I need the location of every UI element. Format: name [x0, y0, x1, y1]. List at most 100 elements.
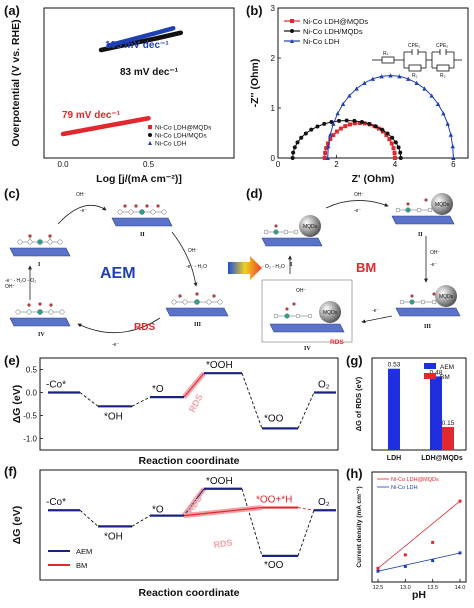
connector-line	[241, 373, 263, 429]
nyquist-series-b	[290, 73, 456, 160]
data-point	[347, 93, 352, 98]
step-label: OH⁻	[5, 284, 16, 290]
step-label: -e⁻	[354, 208, 361, 214]
data-point	[390, 135, 395, 140]
legend-h: Ni-Co LDH@MQDs Ni-Co LDH	[377, 477, 439, 491]
step-label: -e⁻	[430, 262, 437, 268]
circuit-label: R₁	[412, 73, 418, 79]
bar-value-label: 0.15	[442, 420, 455, 427]
data-point	[380, 129, 385, 134]
data-point	[322, 156, 327, 160]
data-point	[290, 156, 295, 160]
circuit-label: R₂	[440, 73, 446, 79]
data-point	[397, 74, 402, 79]
legend-label: AEM	[440, 364, 454, 371]
mechanism-title-aem: AEM	[100, 265, 136, 282]
cycle-arrows-d	[288, 200, 428, 324]
panel-label-b: (b)	[246, 3, 263, 18]
y-axis-label-e: ΔG (eV)	[11, 385, 23, 423]
slab-state-2	[111, 217, 173, 227]
legend-label: Ni-Co LDH	[303, 37, 339, 46]
data-point	[322, 121, 327, 126]
state-label: O₂	[318, 380, 330, 391]
step-label: OH⁻	[354, 192, 365, 198]
panel-b: (b) -Z'' (Ohm) Z' (Ohm) 0 2 4 6 0 1 2 3 Ni-Co L…	[246, 3, 469, 185]
data-point	[344, 118, 349, 123]
bm-connector	[183, 506, 263, 517]
data-point	[387, 137, 392, 142]
data-point	[384, 133, 389, 138]
arrow-step	[171, 231, 198, 287]
mqd-label: MQDs	[323, 310, 338, 316]
y-ticks-e: 0.5 0.0 -0.5 -1.0	[23, 366, 43, 444]
data-point	[331, 121, 336, 126]
data-point	[370, 76, 376, 81]
connector-line	[79, 392, 99, 407]
state-label: *OH	[104, 411, 123, 422]
state-label: I	[38, 262, 41, 268]
series-segment	[117, 116, 151, 126]
connector-line	[241, 488, 263, 556]
data-point	[396, 145, 401, 150]
legend-swatch	[424, 363, 436, 369]
x-tick-label: 4	[393, 160, 398, 169]
state-label: III	[424, 324, 432, 330]
x-tick-label: 13.0	[400, 585, 411, 591]
y-axis-label-b: -Z'' (Ohm)	[249, 59, 261, 108]
data-point	[326, 144, 331, 149]
data-point	[362, 80, 367, 85]
data-point	[403, 553, 407, 557]
x-tick-label: 0.0	[57, 160, 69, 169]
data-point	[380, 127, 385, 132]
series-lines-a	[60, 26, 184, 137]
circuit-label: CPE₂	[436, 43, 448, 49]
state-label-bm: *OO+*H	[256, 495, 292, 506]
slab-state-3	[395, 307, 461, 317]
data-point	[431, 559, 435, 563]
y-tick-label: 3	[271, 4, 276, 13]
mqd-sphere	[319, 301, 341, 323]
data-point	[335, 111, 340, 116]
y-tick-label: 0.5	[26, 366, 38, 375]
legend-label: Ni-Co LDH/MQDs	[303, 27, 363, 36]
bm-connector	[297, 507, 315, 511]
data-point	[354, 86, 359, 91]
category-label: LDH@MQDs	[421, 455, 463, 462]
data-point	[458, 499, 462, 503]
data-point	[376, 569, 380, 573]
data-point	[376, 566, 380, 570]
data-point	[359, 120, 364, 125]
data-point	[329, 120, 334, 125]
energy-profile-e: -Co* *OH *O *OOH *OO O₂ RDS	[46, 360, 336, 430]
x-axis-label-f: Reaction coordinate	[139, 587, 240, 599]
slab-state-4	[9, 317, 71, 327]
data-point	[431, 540, 435, 544]
data-point	[388, 73, 393, 78]
step-label: - O₂ - H₂O	[262, 264, 285, 270]
x-tick-label: 0	[276, 160, 281, 169]
series-segment	[155, 30, 184, 41]
panel-label-a: (a)	[4, 3, 20, 18]
connector-line	[297, 392, 315, 429]
data-point	[323, 151, 328, 156]
data-point	[429, 93, 434, 98]
legend-label: BM	[440, 374, 450, 381]
state-label: *OO	[264, 560, 284, 571]
mqd-spheres	[299, 193, 457, 323]
step-label: -e⁻ - H₂O	[186, 264, 207, 270]
state-label: III	[194, 322, 202, 328]
x-axis-label-a: Log [j/(mA cm⁻²)]	[96, 173, 182, 185]
mqd-sphere	[431, 193, 453, 215]
fit-line	[377, 500, 461, 569]
panel-label-g: (g)	[346, 353, 363, 368]
x-axis-label-b: Z' (Ohm)	[352, 173, 395, 185]
data-point	[445, 121, 450, 126]
data-point	[393, 140, 398, 145]
x-tick-label: 6	[451, 160, 456, 169]
series-segment	[127, 35, 161, 47]
data-point	[451, 155, 456, 160]
ticks-b: 0 2 4 6 0 1 2 3	[271, 4, 457, 169]
data-point	[343, 124, 348, 129]
